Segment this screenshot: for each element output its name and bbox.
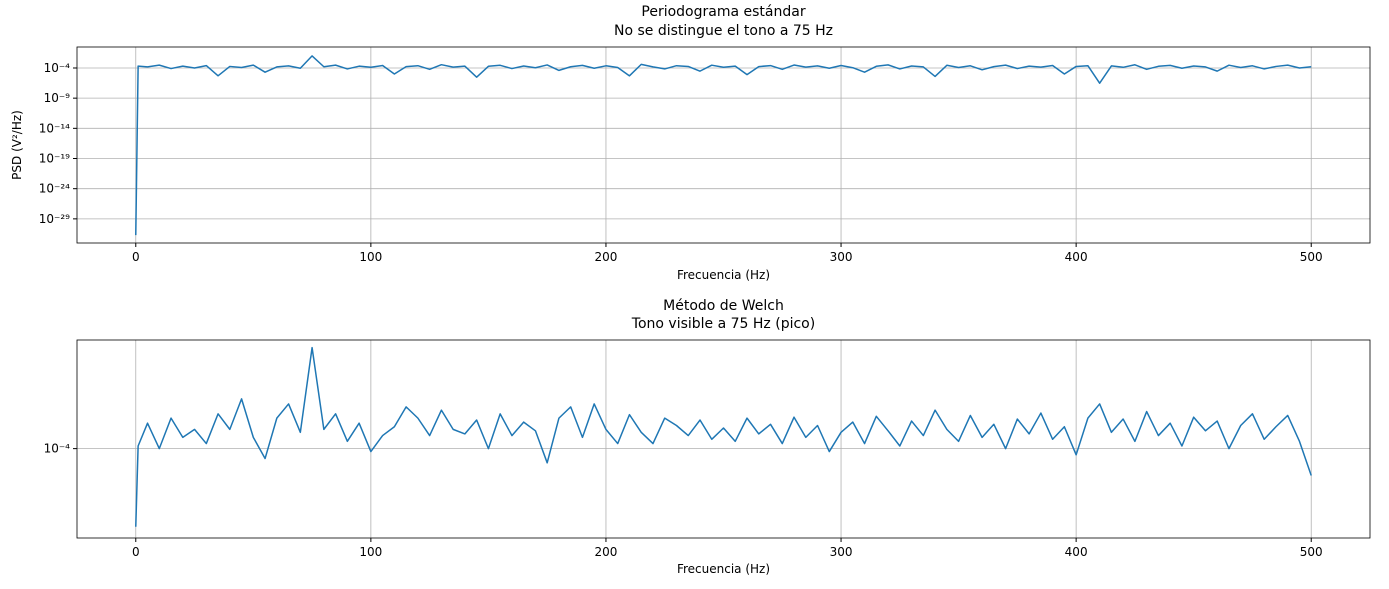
x-tick-label: 300	[830, 545, 853, 559]
x-tick-label: 500	[1300, 250, 1323, 264]
x-tick-label: 400	[1065, 250, 1088, 264]
x-tick-label: 0	[132, 545, 140, 559]
y-tick-label: 10⁻⁴	[44, 442, 71, 456]
subplot: Método de Welch Tono visible a 75 Hz (pic…	[44, 298, 1371, 576]
x-tick-label: 400	[1065, 545, 1088, 559]
chart-subtitle: No se distingue el tono a 75 Hz	[614, 23, 833, 39]
psd-line	[135, 55, 1312, 236]
y-tick-label: 10⁻⁹	[44, 91, 71, 105]
x-axis-label: Frecuencia (Hz)	[677, 268, 770, 282]
x-tick-label: 200	[595, 250, 618, 264]
chart-title: Periodograma estándar	[641, 4, 805, 20]
y-tick-label: 10⁻¹⁹	[39, 152, 70, 166]
y-tick-label: 10⁻⁴	[44, 61, 71, 75]
x-tick-label: 500	[1300, 545, 1323, 559]
x-tick-label: 200	[595, 545, 618, 559]
x-tick-label: 100	[359, 250, 382, 264]
y-tick-label: 10⁻¹⁴	[39, 121, 70, 135]
chart-subtitle: Tono visible a 75 Hz (pico)	[631, 316, 815, 332]
psd-line	[135, 346, 1312, 527]
subplot: Periodograma estándar No se distingue el …	[10, 4, 1371, 282]
y-axis-label: PSD (V²/Hz)	[10, 110, 24, 180]
y-tick-label: 10⁻²⁹	[39, 212, 70, 226]
chart-title: Método de Welch	[663, 298, 784, 314]
x-tick-label: 300	[830, 250, 853, 264]
x-tick-label: 100	[359, 545, 382, 559]
x-axis-label: Frecuencia (Hz)	[677, 562, 770, 576]
x-tick-label: 0	[132, 250, 140, 264]
plot-frame	[76, 339, 1371, 539]
y-tick-label: 10⁻²⁴	[39, 182, 70, 196]
plot-frame	[76, 46, 1371, 244]
